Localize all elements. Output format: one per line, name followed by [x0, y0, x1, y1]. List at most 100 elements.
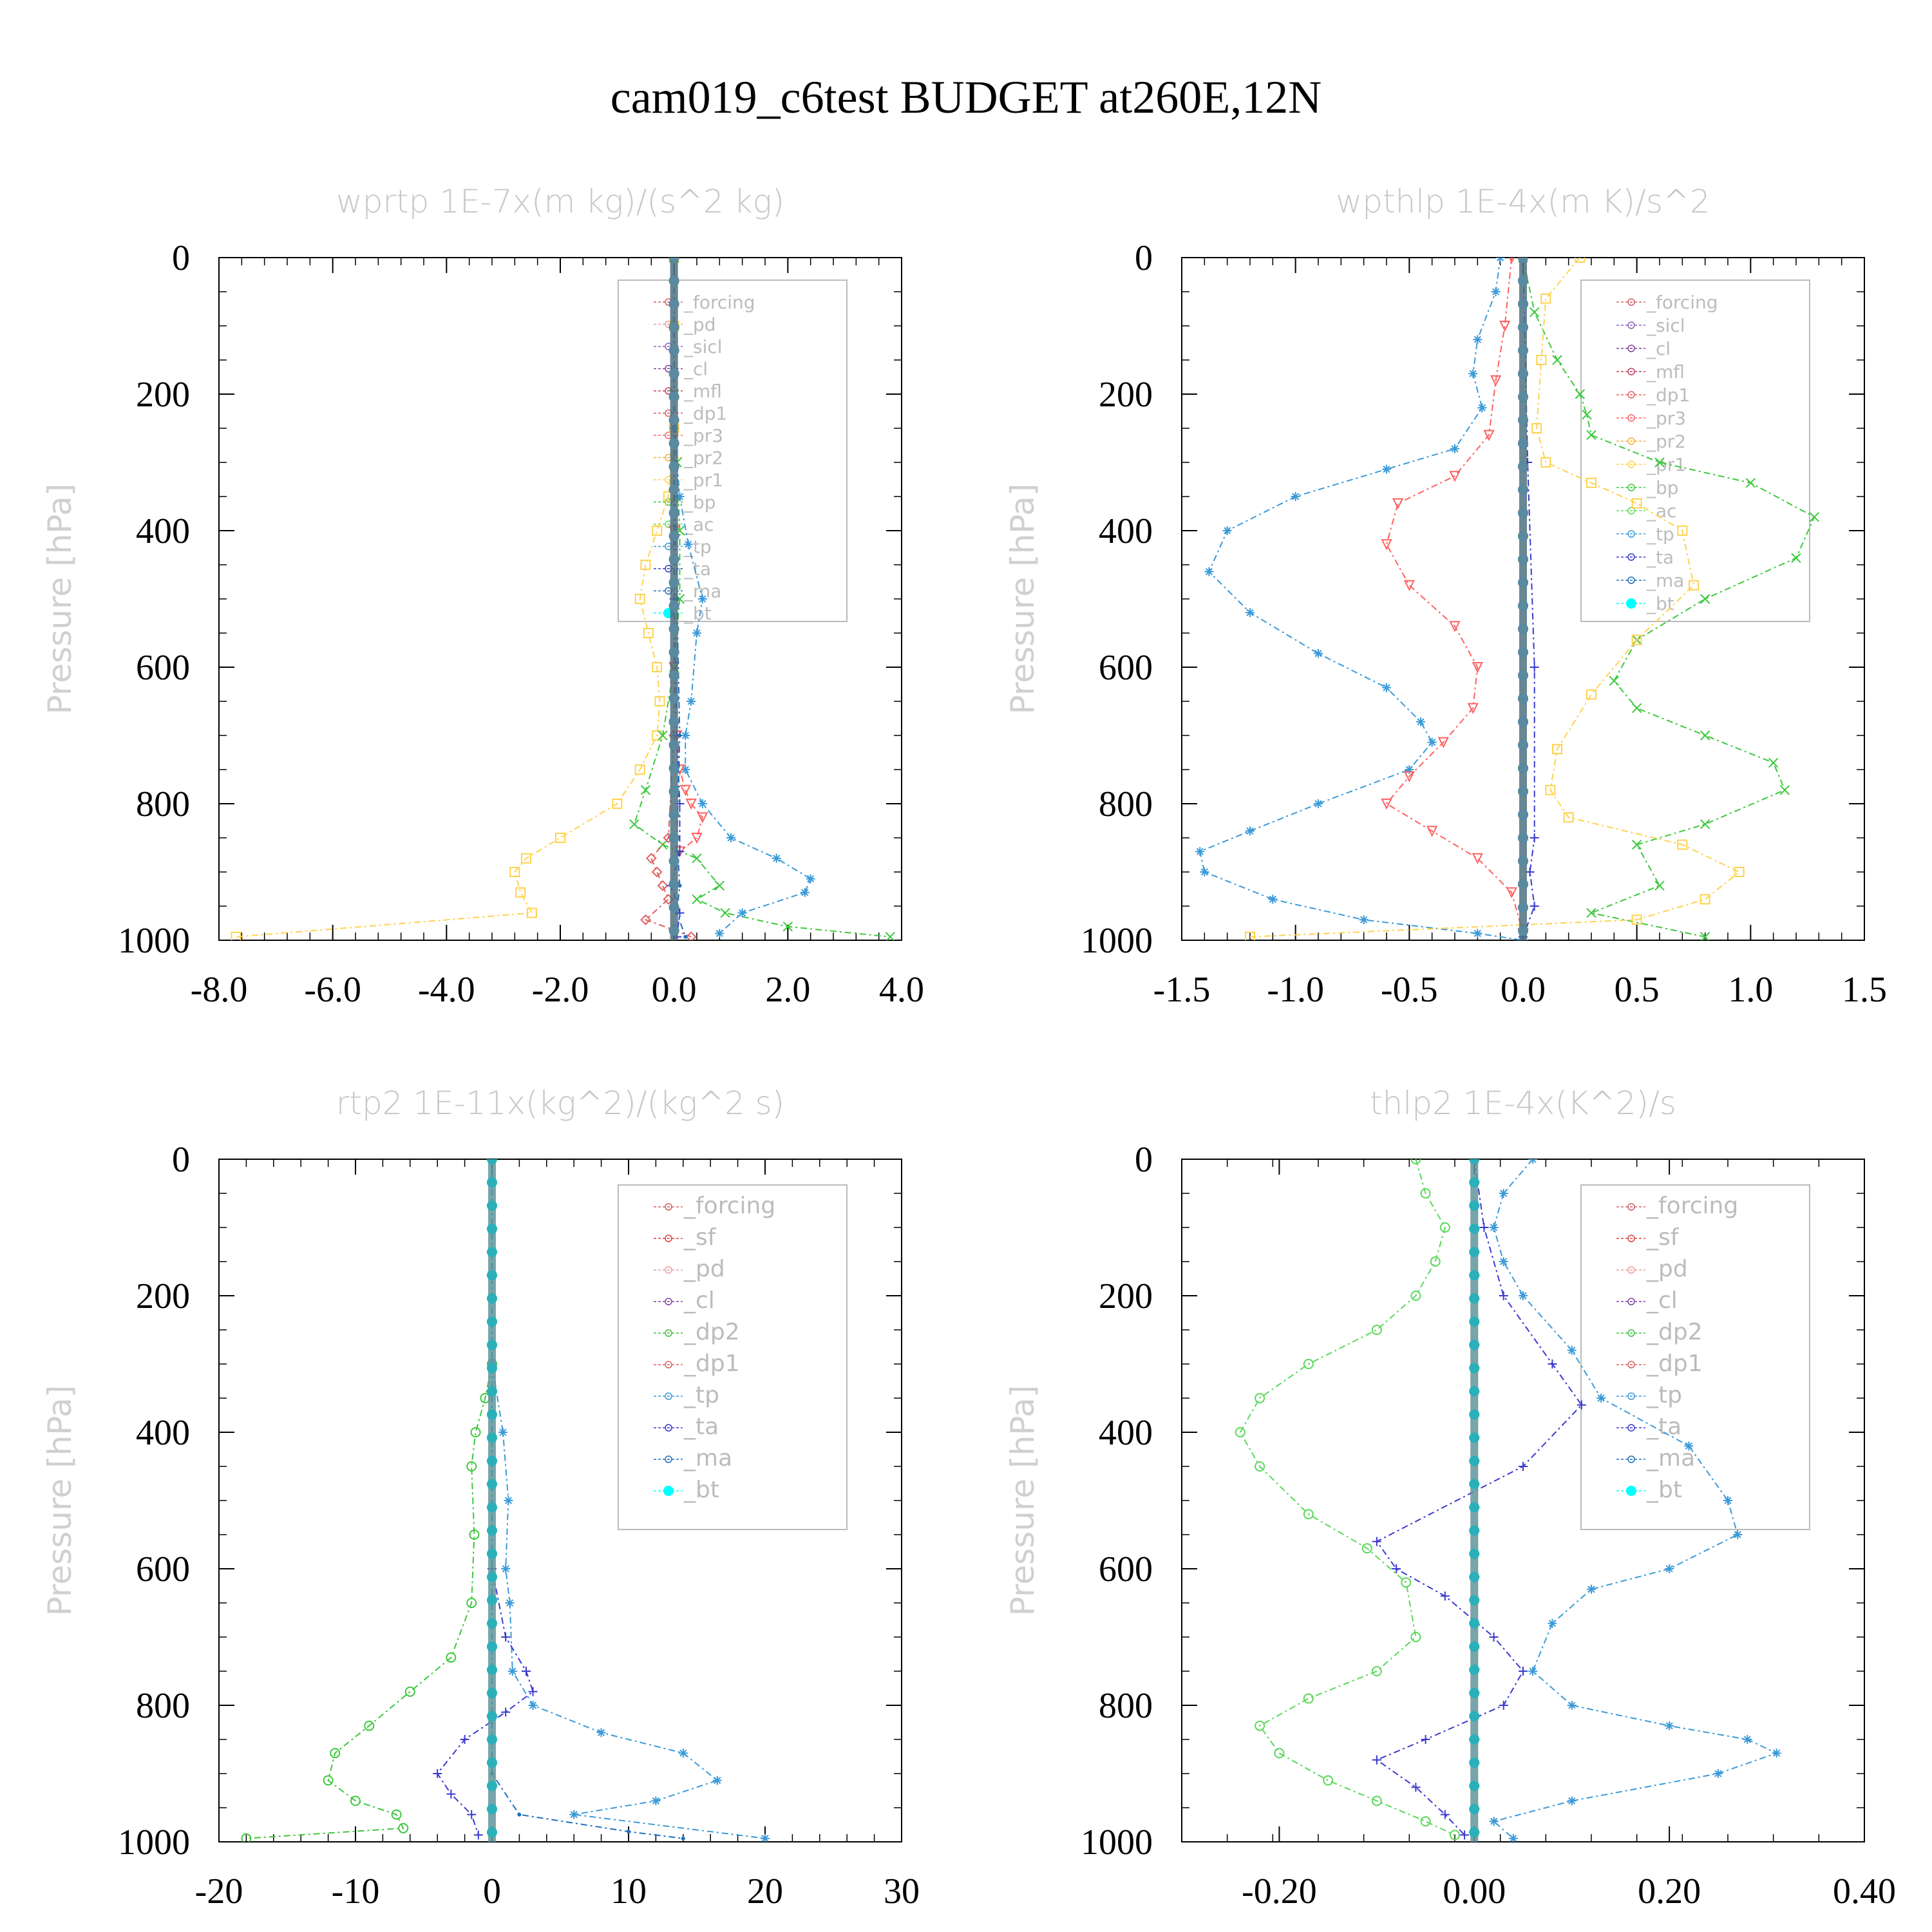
series-bt-point — [487, 1432, 497, 1443]
series-tp-point — [1723, 1496, 1732, 1505]
series-bt-point — [1469, 1293, 1480, 1304]
y-axis-label: Pressure [hPa] — [1004, 484, 1041, 715]
series-tp-point — [715, 929, 724, 938]
series-bt-point — [487, 1316, 497, 1327]
y-tick-label: 0 — [1135, 1140, 1153, 1180]
series-bt-point — [668, 368, 679, 379]
series-bt-point — [668, 322, 679, 333]
x-tick-label: 1.5 — [1842, 970, 1887, 1010]
series-ma-point — [677, 734, 682, 737]
series-bt-point — [1469, 1641, 1480, 1652]
series-bt-point — [1469, 1664, 1480, 1675]
series-bt-point — [668, 693, 679, 704]
series-bt-point — [668, 809, 679, 820]
series-dp1-point — [685, 931, 697, 940]
legend-entry: _forcing — [683, 1193, 775, 1219]
series-tp-point — [1499, 1257, 1508, 1266]
series-bt-point — [1518, 299, 1528, 310]
legend-marker — [1627, 460, 1635, 468]
series-pr1-point — [1245, 931, 1255, 940]
y-axis-label: Pressure [hPa] — [1004, 1385, 1041, 1616]
series-bt-point — [1518, 484, 1528, 495]
series-pr1-point — [652, 526, 663, 536]
series-bt-point — [1518, 809, 1528, 820]
series-dp1-point — [1274, 1748, 1285, 1759]
series-ta-point — [433, 1769, 442, 1778]
series-tp-point — [806, 874, 815, 884]
series-bt-point — [1518, 902, 1528, 913]
series-bt-point — [487, 1479, 497, 1490]
series-ta-line — [436, 1159, 534, 1835]
series-dp1-point — [323, 1775, 334, 1786]
series-tp-point — [1596, 1394, 1606, 1403]
y-tick-label: 600 — [136, 648, 190, 688]
series-tp-point — [1427, 737, 1437, 747]
series-dp1-point — [1303, 1359, 1314, 1369]
series-tp-point — [1268, 895, 1278, 904]
series-group — [241, 1159, 770, 1842]
series-tp-point — [1713, 1769, 1723, 1778]
series-bt-point — [1518, 258, 1528, 263]
series-bt-point — [1518, 623, 1528, 634]
series-bt-point — [1518, 739, 1528, 750]
series-bt-point — [487, 1224, 497, 1235]
series-dp1-point — [350, 1795, 361, 1806]
series-bt-point — [668, 531, 679, 542]
series-tp-point — [1245, 608, 1255, 618]
y-tick-label: 800 — [136, 784, 190, 824]
legend-entry: _tp — [683, 1382, 719, 1408]
x-tick-label: -6.0 — [304, 970, 361, 1010]
series-ta-line — [1375, 1159, 1583, 1836]
series-pr1-point — [654, 696, 665, 706]
series-bp-point — [1654, 880, 1665, 891]
series-pr1-point — [634, 594, 645, 604]
y-tick-label: 600 — [1099, 648, 1153, 688]
series-bt-point — [487, 1363, 497, 1374]
series-bt-point — [668, 902, 679, 913]
series-dp1-point — [1303, 1693, 1314, 1704]
series-bt-point — [487, 1200, 497, 1211]
legend-entry: _sicl — [1646, 315, 1685, 336]
series-bp-point — [1586, 907, 1596, 918]
series-pr1-point — [1575, 258, 1586, 263]
series-ta-point — [1411, 1783, 1421, 1792]
series-pr1-point — [1631, 634, 1642, 645]
series-bp-point — [1700, 931, 1710, 940]
panel-2: wpthlp 1E-4x(m K)/s^2 Pressure [hPa] -1.5 -… — [1004, 183, 1887, 1010]
series-pr1-point — [1540, 293, 1551, 304]
series-group — [1195, 258, 1819, 940]
series-dp1-point — [364, 1720, 375, 1731]
series-pr1-point — [1631, 498, 1642, 509]
series-bt-point — [1469, 1734, 1480, 1745]
series-bt-point — [1469, 1571, 1480, 1582]
x-tick-label: -1.0 — [1267, 970, 1324, 1010]
series-tp-point — [1684, 1441, 1694, 1451]
series-tp-point — [1359, 915, 1368, 925]
series-tp-point — [1468, 369, 1478, 379]
series-bt-point — [1469, 1687, 1480, 1698]
series-pr3-point — [1506, 887, 1517, 899]
series-dp1-point — [1371, 1325, 1382, 1335]
series-bp-point — [720, 907, 730, 918]
series-tp-point — [1528, 1159, 1538, 1164]
series-tp-point — [800, 887, 810, 897]
series-ta-point — [522, 1667, 531, 1676]
legend-marker — [1627, 1266, 1635, 1274]
series-bp-point — [1700, 594, 1710, 604]
legend-entry: _mfl — [683, 381, 722, 402]
y-tick-label: 1000 — [1081, 1823, 1153, 1862]
series-bt-point — [668, 507, 679, 518]
legend-entry: _sf — [1646, 1224, 1680, 1251]
legend-marker — [1627, 298, 1635, 306]
series-bt-point — [1469, 1595, 1480, 1605]
y-tick-label: 200 — [1099, 1276, 1153, 1316]
legend-entry: _bt — [683, 1477, 719, 1503]
series-tp-point — [528, 1701, 538, 1710]
series-bt-point — [668, 258, 679, 263]
legend-entry: _bp — [1646, 477, 1679, 498]
legend-entry: _ta — [683, 1414, 719, 1440]
series-bt-point — [1469, 1432, 1480, 1443]
series-bt-point — [1518, 554, 1528, 565]
legend-entry: _ta — [683, 558, 711, 580]
series-bp-point — [1700, 730, 1710, 741]
